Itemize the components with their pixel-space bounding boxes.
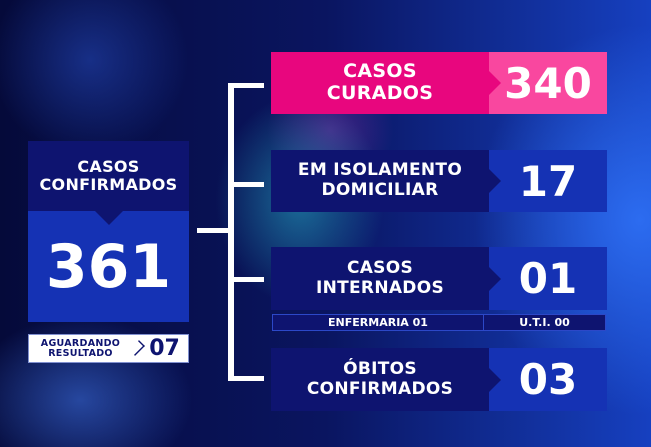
bracket-tick	[228, 376, 264, 381]
internados-breakdown: ENFERMARIA 01 U.T.I. 00	[272, 314, 606, 331]
curados-card: CASOS CURADOS 340	[271, 52, 607, 114]
confirmados-number: 361	[45, 231, 172, 302]
obitos-value: 03	[489, 348, 607, 411]
aguardando-label: AGUARDANDO RESULTADO	[40, 337, 121, 359]
uti-count: U.T.I. 00	[519, 316, 570, 329]
internados-card: CASOS INTERNADOS 01	[271, 247, 607, 310]
arrow-right-icon	[489, 367, 501, 392]
isolamento-label: EM ISOLAMENTO DOMICILIAR	[271, 150, 489, 212]
bracket-tick	[228, 182, 264, 187]
arrow-right-icon	[489, 71, 501, 95]
isolamento-card: EM ISOLAMENTO DOMICILIAR 17	[271, 150, 607, 212]
aguardando-value: 07	[149, 336, 180, 361]
internados-number: 01	[518, 254, 578, 303]
bracket-tick	[197, 228, 230, 233]
arrow-right-icon	[489, 266, 501, 291]
arrow-right-icon	[489, 169, 501, 193]
enfermaria-count: ENFERMARIA 01	[273, 315, 484, 330]
arrow-down-icon	[94, 211, 123, 225]
curados-value: 340	[489, 52, 607, 114]
bracket-tick	[228, 83, 264, 88]
curados-number: 340	[504, 58, 592, 108]
curados-label: CASOS CURADOS	[271, 52, 489, 114]
aguardando-box: AGUARDANDO RESULTADO 07	[28, 334, 189, 363]
obitos-number: 03	[518, 355, 578, 404]
obitos-label: ÓBITOS CONFIRMADOS	[271, 348, 489, 411]
bracket-tick	[228, 277, 264, 282]
bracket-vertical	[228, 83, 234, 381]
isolamento-value: 17	[489, 150, 607, 212]
internados-label: CASOS INTERNADOS	[271, 247, 489, 310]
obitos-card: ÓBITOS CONFIRMADOS 03	[271, 348, 607, 411]
internados-value: 01	[489, 247, 607, 310]
confirmados-value: 361	[28, 211, 189, 322]
isolamento-number: 17	[518, 156, 578, 206]
confirmados-label: CASOS CONFIRMADOS	[28, 141, 189, 211]
